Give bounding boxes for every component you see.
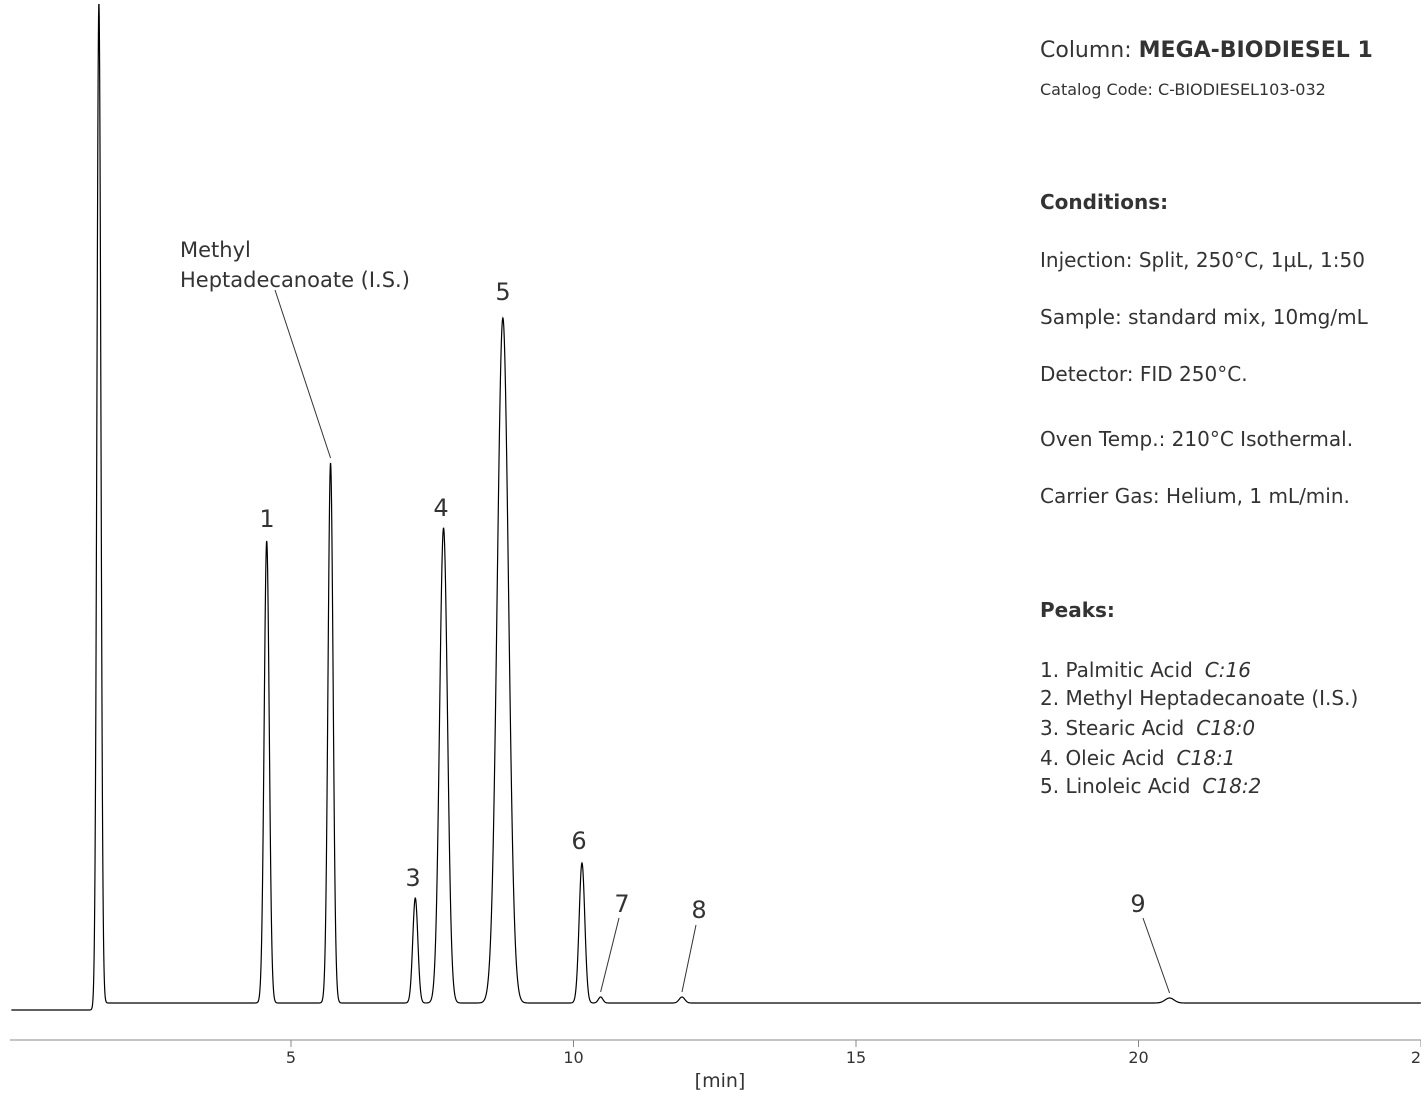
condition-sample: Sample: standard mix, 10mg/mL xyxy=(1040,305,1368,329)
peak-name: 1. Palmitic Acid xyxy=(1040,658,1193,682)
info-panel: Column: MEGA-BIODIESEL 1 Catalog Code: C… xyxy=(1040,0,1421,900)
column-prefix: Column: xyxy=(1040,38,1139,63)
peak-name: 3. Stearic Acid xyxy=(1040,716,1185,740)
conditions-heading: Conditions: xyxy=(1040,190,1169,214)
peak-leader-line xyxy=(681,924,697,993)
peak-name: 4. Oleic Acid xyxy=(1040,746,1165,770)
x-axis-ticks: 5 10 15 20 25 xyxy=(286,1040,1421,1067)
condition-carrier: Carrier Gas: Helium, 1 mL/min. xyxy=(1040,484,1350,508)
column-name: MEGA-BIODIESEL 1 xyxy=(1138,38,1373,63)
peak-formula: C18:1 xyxy=(1176,746,1236,770)
peak-item: 2. Methyl Heptadecanoate (I.S.) xyxy=(1040,686,1370,710)
peaks-heading: Peaks: xyxy=(1040,598,1115,622)
x-tick-label: 25 xyxy=(1411,1048,1421,1067)
peak-item: 5. Linoleic Acid C18:2 xyxy=(1040,774,1261,798)
peak-label: 3 xyxy=(405,864,420,892)
x-tick-label: 15 xyxy=(846,1048,866,1067)
peak-formula: C18:2 xyxy=(1202,774,1262,798)
peak-label: Heptadecanoate (I.S.) xyxy=(180,268,410,292)
peak-formula: C:16 xyxy=(1204,658,1251,682)
peak-item: 3. Stearic Acid C18:0 xyxy=(1040,716,1255,740)
peak-labels: 1 Methyl Heptadecanoate (I.S.) 3 4 5 6 7 8 9 xyxy=(180,238,1171,994)
x-tick-label: 5 xyxy=(286,1048,296,1067)
x-tick-label: 10 xyxy=(563,1048,583,1067)
peak-label: 4 xyxy=(433,494,448,522)
peak-label: Methyl xyxy=(180,238,251,262)
peak-label: 7 xyxy=(614,890,629,918)
peak-label: 6 xyxy=(571,827,586,855)
peak-name: 5. Linoleic Acid xyxy=(1040,774,1191,798)
peak-label: 1 xyxy=(259,505,274,533)
peak-leader-line xyxy=(274,289,332,459)
peak-label: 5 xyxy=(495,278,510,306)
peak-item: 1. Palmitic Acid C:16 xyxy=(1040,658,1251,682)
peak-formula: C18:0 xyxy=(1196,716,1256,740)
x-axis-label: [min] xyxy=(695,1070,746,1092)
peak-label: 8 xyxy=(691,896,706,924)
peak-name: 2. Methyl Heptadecanoate (I.S.) xyxy=(1040,686,1359,710)
peak-leader-line xyxy=(1142,917,1171,994)
condition-oven: Oven Temp.: 210°C Isothermal. xyxy=(1040,427,1354,451)
chromatogram-trace xyxy=(11,4,1421,1011)
column-line: Column: MEGA-BIODIESEL 1 xyxy=(1040,38,1373,63)
peak-item: 4. Oleic Acid C18:1 xyxy=(1040,746,1235,770)
condition-injection: Injection: Split, 250°C, 1µL, 1:50 xyxy=(1040,248,1365,272)
condition-detector: Detector: FID 250°C. xyxy=(1040,362,1248,386)
catalog-code: Catalog Code: C-BIODIESEL103-032 xyxy=(1040,80,1326,99)
peak-leader-line xyxy=(600,917,620,993)
peak-label: 9 xyxy=(1130,890,1145,918)
x-tick-label: 20 xyxy=(1128,1048,1148,1067)
